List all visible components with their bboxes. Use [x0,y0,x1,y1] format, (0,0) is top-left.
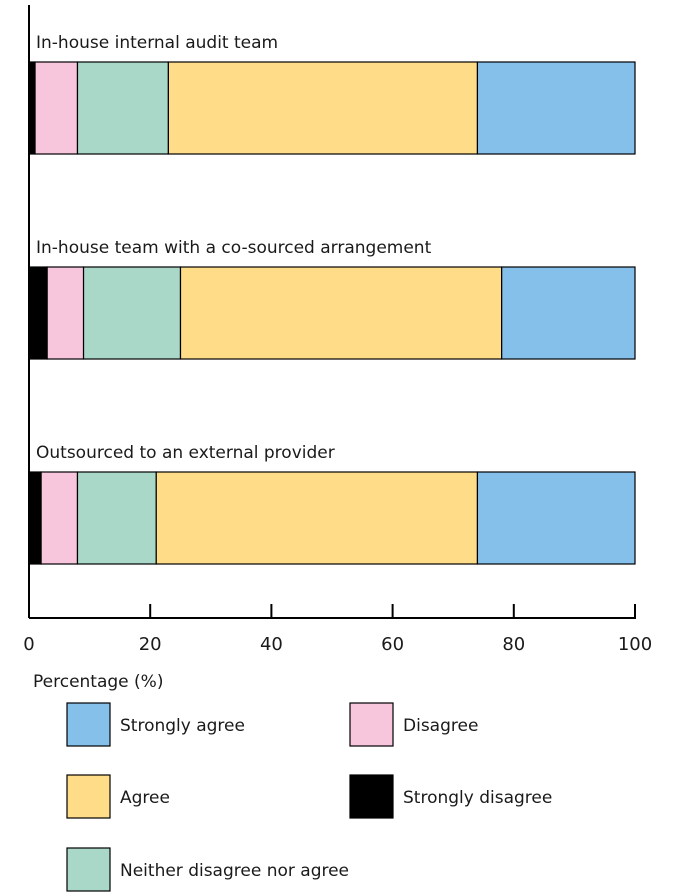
legend-swatch [349,774,394,819]
legend-item-agree: Agree [66,774,170,819]
bar-segment-agree [167,61,479,155]
bar-segment-agree [179,266,503,360]
legend-label: Neither disagree nor agree [120,861,349,881]
x-tick-label: 20 [139,634,162,655]
x-axis: 0 20 40 60 80 100 Percentage (%) [23,5,652,692]
bar-segment-disagree [40,471,79,565]
category-label: In-house team with a co-sourced arrangem… [36,238,432,258]
bar-segment-strongly-agree [476,471,636,565]
legend-label: Strongly disagree [403,788,552,808]
legend-swatch [66,702,111,747]
x-tick-label: 100 [618,634,652,655]
bar-segment-disagree [34,61,79,155]
x-tick-label: 60 [381,634,404,655]
category-label: In-house internal audit team [36,33,278,53]
bar-group-2: In-house team with a co-sourced arrangem… [28,238,636,360]
bars-layer: In-house internal audit team In-house tea… [28,33,636,565]
bar-segment-agree [155,471,479,565]
legend-swatch [66,774,111,819]
x-axis-title: Percentage (%) [33,672,163,692]
legend-swatch [66,847,111,892]
bar-segment-strongly-disagree [28,266,48,360]
legend-item-disagree: Disagree [349,702,478,747]
legend: Strongly agree Disagree Agree Strongly disa… [66,702,552,892]
legend-label: Disagree [403,716,478,736]
bar-segment-strongly-disagree [28,471,42,565]
bar-segment-neither-disagree-nor-agree [76,471,157,565]
bar-segment-neither-disagree-nor-agree [76,61,169,155]
x-tick-label: 80 [502,634,525,655]
legend-item-neither-disagree-nor-agree: Neither disagree nor agree [66,847,349,892]
x-tick-label: 40 [260,634,283,655]
bar-segment-strongly-agree [476,61,636,155]
legend-item-strongly-agree: Strongly agree [66,702,245,747]
legend-item-strongly-disagree: Strongly disagree [349,774,552,819]
legend-swatch [349,702,394,747]
bar-segment-disagree [46,266,85,360]
bar-group-1: In-house internal audit team [28,33,636,155]
legend-label: Strongly agree [120,716,245,736]
bar-segment-strongly-agree [501,266,636,360]
legend-label: Agree [120,788,170,808]
bar-segment-neither-disagree-nor-agree [82,266,182,360]
x-tick-label: 0 [23,634,34,655]
category-label: Outsourced to an external provider [36,443,335,463]
bar-group-3: Outsourced to an external provider [28,443,636,565]
